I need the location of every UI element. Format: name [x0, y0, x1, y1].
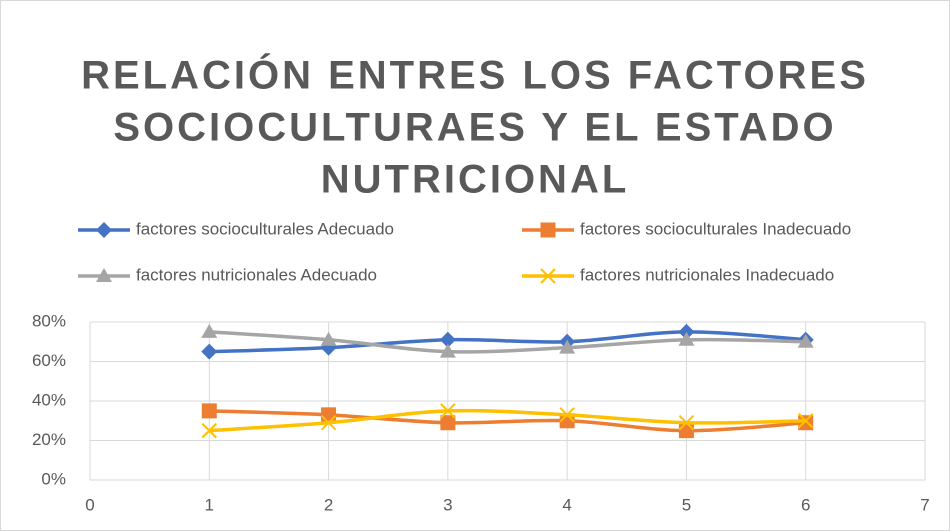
- legend-marker: [96, 268, 112, 282]
- series-line: [209, 330, 806, 354]
- legend-label: factores nutricionales Adecuado: [136, 265, 377, 284]
- legend-label: factores nutricionales Inadecuado: [580, 265, 834, 284]
- marker: [678, 415, 695, 431]
- legend-marker: [540, 222, 556, 238]
- legend-label: factores socioculturales Adecuado: [136, 219, 394, 238]
- chart-title: SOCIOCULTURAES Y EL ESTADO: [113, 106, 836, 150]
- y-tick-label: 60%: [32, 351, 66, 370]
- marker: [559, 407, 575, 423]
- x-tick-label: 4: [562, 495, 571, 514]
- series-line: [209, 330, 806, 354]
- marker: [678, 331, 695, 346]
- legend-label: factores socioculturales Inadecuado: [580, 219, 851, 238]
- marker: [559, 413, 575, 429]
- marker: [201, 343, 218, 360]
- chart-title: NUTRICIONAL: [321, 158, 630, 202]
- series-line: [209, 409, 806, 433]
- x-tick-label: 5: [682, 495, 691, 514]
- x-tick-label: 6: [801, 495, 810, 514]
- chart-title: RELACIÓN ENTRES LOS FACTORES: [81, 52, 869, 98]
- x-tick-label: 0: [85, 495, 94, 514]
- marker: [320, 415, 337, 431]
- y-tick-label: 40%: [32, 390, 66, 409]
- marker: [201, 323, 218, 338]
- marker: [321, 407, 337, 423]
- y-tick-label: 80%: [32, 311, 66, 330]
- x-tick-label: 7: [920, 495, 929, 514]
- series-line: [209, 408, 806, 433]
- marker: [798, 415, 814, 431]
- x-tick-label: 3: [443, 495, 452, 514]
- x-tick-label: 2: [324, 495, 333, 514]
- marker: [559, 339, 576, 354]
- marker: [201, 422, 217, 439]
- legend-marker: [540, 268, 556, 284]
- y-tick-label: 20%: [32, 430, 66, 449]
- marker: [440, 415, 456, 431]
- legend-marker: [96, 222, 112, 238]
- marker: [320, 331, 337, 346]
- marker: [439, 331, 456, 348]
- marker: [439, 343, 456, 358]
- marker: [678, 423, 694, 439]
- x-tick-label: 1: [205, 495, 214, 514]
- marker: [797, 333, 814, 348]
- marker: [201, 403, 217, 419]
- marker: [440, 403, 456, 419]
- y-tick-label: 0%: [41, 469, 66, 488]
- marker: [798, 413, 814, 429]
